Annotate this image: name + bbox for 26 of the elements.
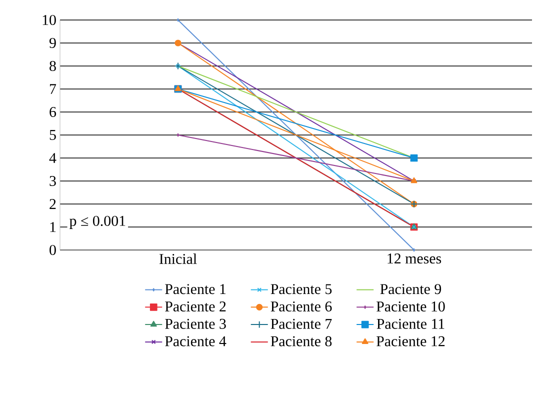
legend-label: Paciente 8	[270, 336, 332, 346]
y-tick-label: 8	[50, 60, 56, 72]
legend-label: Paciente 12	[376, 336, 445, 346]
legend-label: Paciente 2	[165, 301, 226, 312]
y-tick-label: 0	[50, 244, 56, 256]
annotation: p ≤ 0.001	[70, 216, 126, 229]
legend-label: Paciente 3	[165, 318, 226, 329]
y-tick-label: 6	[50, 106, 56, 118]
y-tick-label: 4	[49, 153, 56, 163]
y-tick-label: 9	[49, 38, 56, 48]
x-tick-label: 12 meses	[388, 254, 442, 264]
legend-label: Paciente 5	[270, 284, 332, 294]
y-tick-label: 2	[50, 199, 56, 209]
legend-label: Paciente 7	[270, 318, 332, 329]
y-tick-label: 7	[50, 84, 56, 94]
legend-label: Paciente 9	[380, 284, 442, 294]
y-tick-label: 1	[50, 222, 56, 232]
legend-label: Paciente 11	[376, 318, 444, 329]
y-tick-label: 10	[42, 14, 56, 26]
legend-label: Paciente 6	[270, 301, 332, 312]
legend-label: Paciente 4	[165, 336, 226, 346]
legend-label: Paciente 1	[165, 284, 226, 294]
y-tick-label: 5	[50, 130, 56, 140]
y-tick-label: 3	[50, 176, 56, 186]
legend-label: Paciente 10	[376, 301, 445, 312]
x-tick-label: Inicial	[159, 254, 197, 264]
